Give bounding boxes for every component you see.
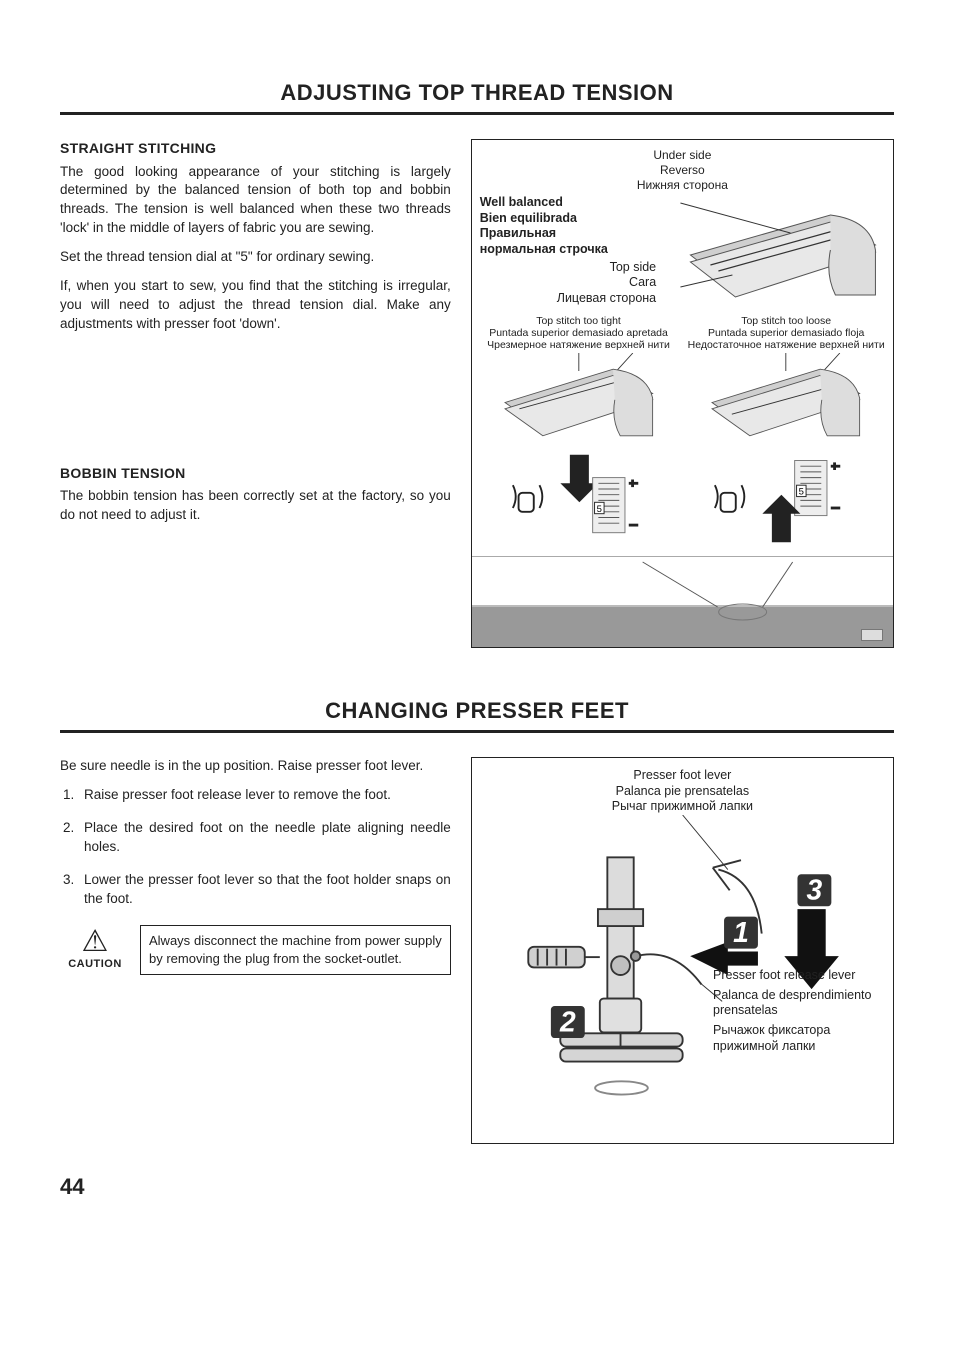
rule-2 bbox=[60, 730, 894, 733]
caution-label: CAUTION bbox=[68, 957, 122, 972]
tight-en: Top stitch too tight bbox=[487, 315, 670, 327]
badge-2: 2 bbox=[559, 1006, 576, 1038]
heading-bobbin: BOBBIN TENSION bbox=[60, 464, 451, 484]
straight-para1: The good looking appearance of your stit… bbox=[60, 163, 451, 239]
caution-text: Always disconnect the machine from power… bbox=[140, 925, 451, 975]
dial-loose-svg: 5 bbox=[686, 451, 881, 546]
badge-1: 1 bbox=[733, 916, 749, 948]
presser-step3: Lower the presser foot lever so that the… bbox=[78, 871, 451, 909]
under-es: Reverso bbox=[480, 163, 885, 178]
machine-base-img bbox=[472, 556, 893, 647]
balanced-fabric-svg bbox=[676, 195, 885, 305]
lever-ru: Рычаг прижимной лапки bbox=[482, 799, 883, 815]
top-ru: Лицевая сторона bbox=[480, 291, 666, 307]
dial-tight-svg: 5 bbox=[484, 451, 679, 546]
bobbin-para: The bobbin tension has been correctly se… bbox=[60, 487, 451, 525]
tight-es: Puntada superior demasiado apretada bbox=[487, 327, 670, 339]
section2-title: CHANGING PRESSER FEET bbox=[60, 698, 894, 724]
rule-1 bbox=[60, 112, 894, 115]
dial-value-tight: 5 bbox=[596, 504, 601, 515]
loose-fabric-svg bbox=[687, 353, 885, 443]
balanced-ru2: нормальная строчка bbox=[480, 242, 666, 258]
heading-straight: STRAIGHT STITCHING bbox=[60, 139, 451, 159]
straight-para2: Set the thread tension dial at "5" for o… bbox=[60, 248, 451, 267]
balanced-es: Bien equilibrada bbox=[480, 211, 666, 227]
under-ru: Нижняя сторона bbox=[480, 178, 885, 193]
tight-ru: Чрезмерное натяжение верхней нити bbox=[487, 339, 670, 351]
loose-es: Puntada superior demasiado floja bbox=[688, 327, 885, 339]
presser-intro: Be sure needle is in the up position. Ra… bbox=[60, 757, 451, 776]
presser-step2: Place the desired foot on the needle pla… bbox=[78, 819, 451, 857]
balanced-ru1: Правильная bbox=[480, 226, 666, 242]
page-number: 44 bbox=[60, 1174, 894, 1200]
dial-value-loose: 5 bbox=[799, 487, 804, 498]
presser-step1: Raise presser foot release lever to remo… bbox=[78, 786, 451, 805]
badge-3: 3 bbox=[806, 874, 822, 906]
release-es: Palanca de desprendimiento prensatelas bbox=[713, 988, 883, 1019]
presser-figure: Presser foot lever Palanca pie prensatel… bbox=[471, 757, 894, 1144]
lever-en: Presser foot lever bbox=[482, 768, 883, 784]
tension-figure: Under side Reverso Нижняя сторона Well b… bbox=[471, 139, 894, 648]
lever-es: Palanca pie prensatelas bbox=[482, 784, 883, 800]
section1-title: ADJUSTING TOP THREAD TENSION bbox=[60, 80, 894, 106]
caution-icon: ⚠ bbox=[82, 927, 109, 957]
straight-para3: If, when you start to sew, you find that… bbox=[60, 277, 451, 334]
tight-fabric-svg bbox=[480, 353, 678, 443]
balanced-en: Well balanced bbox=[480, 195, 666, 211]
under-en: Under side bbox=[480, 148, 885, 163]
top-es: Cara bbox=[480, 275, 666, 291]
release-ru: Рычажок фиксатора прижимной лапки bbox=[713, 1023, 883, 1054]
loose-en: Top stitch too loose bbox=[688, 315, 885, 327]
release-en: Presser foot release lever bbox=[713, 968, 883, 984]
loose-ru: Недостаточное натяжение верхней нити bbox=[688, 339, 885, 351]
top-en: Top side bbox=[480, 260, 666, 276]
